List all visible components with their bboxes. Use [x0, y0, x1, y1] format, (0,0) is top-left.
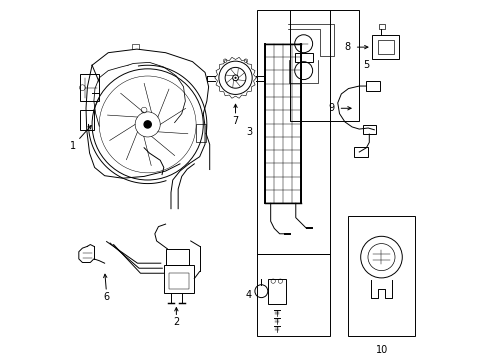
Bar: [196, 125, 206, 142]
Bar: [378, 24, 385, 29]
Circle shape: [144, 121, 151, 128]
Bar: [267, 279, 285, 304]
Bar: [80, 110, 94, 130]
Bar: [80, 74, 99, 101]
Bar: [169, 273, 188, 289]
Bar: [366, 81, 379, 91]
Bar: [163, 265, 194, 293]
Bar: [257, 253, 329, 336]
Bar: [265, 44, 301, 203]
Bar: [353, 147, 367, 157]
Bar: [294, 53, 312, 62]
Text: 1: 1: [70, 141, 76, 151]
Text: 2: 2: [173, 318, 179, 327]
Bar: [378, 40, 394, 54]
Circle shape: [234, 77, 236, 79]
Bar: [257, 10, 329, 253]
Bar: [362, 125, 376, 134]
Text: 7: 7: [232, 116, 238, 126]
Text: 4: 4: [245, 290, 251, 300]
Text: 5: 5: [362, 60, 368, 70]
Bar: [371, 36, 398, 59]
Text: 3: 3: [245, 127, 251, 136]
Text: 10: 10: [375, 345, 387, 355]
Bar: [348, 216, 414, 336]
Bar: [290, 10, 358, 121]
Text: 8: 8: [344, 42, 349, 52]
Text: 9: 9: [327, 103, 333, 113]
Text: 6: 6: [103, 292, 109, 302]
Bar: [165, 249, 188, 265]
Circle shape: [224, 67, 245, 88]
